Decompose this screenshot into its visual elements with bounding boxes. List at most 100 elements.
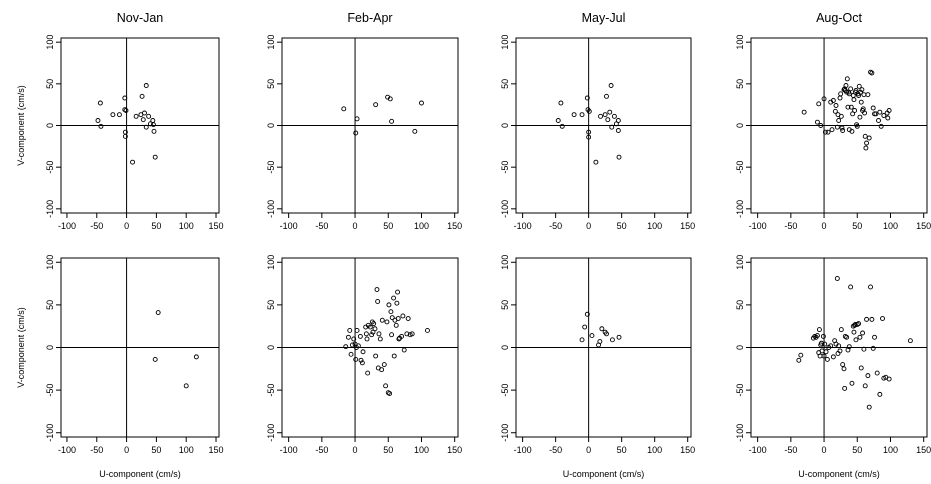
panel-title: Feb-Apr bbox=[347, 11, 392, 25]
x-tick-label: 50 bbox=[617, 221, 627, 231]
y-tick-label: -100 bbox=[266, 424, 276, 442]
data-point bbox=[874, 370, 880, 376]
x-tick-label: 150 bbox=[447, 445, 462, 455]
data-point bbox=[832, 108, 838, 114]
data-point bbox=[146, 113, 152, 119]
data-point bbox=[122, 95, 128, 101]
x-tick-label: -100 bbox=[514, 221, 532, 231]
data-point bbox=[347, 328, 353, 333]
x-tick-label: 150 bbox=[209, 445, 224, 455]
y-tick-label: -50 bbox=[500, 384, 510, 397]
data-point bbox=[801, 109, 807, 115]
data-point bbox=[848, 104, 854, 110]
data-point bbox=[852, 322, 858, 327]
data-point bbox=[864, 140, 870, 146]
data-point bbox=[816, 327, 822, 333]
data-point bbox=[345, 334, 351, 340]
data-point bbox=[862, 133, 868, 139]
y-tick-label: 100 bbox=[266, 255, 276, 270]
x-tick-label: 150 bbox=[447, 221, 462, 231]
data-point bbox=[860, 106, 866, 112]
scatter-panel-3: -100 -50 0 50 100 150 100 50 0 -50 -100 May-Jul bbox=[500, 11, 695, 231]
data-point bbox=[387, 96, 393, 102]
data-point bbox=[604, 331, 609, 337]
x-tick-label: 0 bbox=[822, 221, 827, 231]
data-point bbox=[401, 347, 407, 353]
y-tick-label: 0 bbox=[45, 123, 55, 128]
data-point bbox=[858, 99, 864, 105]
data-point bbox=[386, 302, 392, 308]
data-point bbox=[849, 380, 855, 386]
y-tick-label: -100 bbox=[735, 200, 745, 218]
data-point bbox=[868, 284, 873, 290]
scatter-panel-8: -100 -50 0 50 100 150 100 50 0 -50 -100 U-component… bbox=[735, 255, 931, 479]
data-point bbox=[555, 118, 561, 123]
data-point bbox=[364, 336, 370, 342]
x-tick-label: 100 bbox=[179, 221, 194, 231]
y-tick-label: 50 bbox=[266, 79, 276, 89]
data-point bbox=[586, 129, 592, 135]
data-point bbox=[615, 128, 621, 133]
data-point bbox=[844, 76, 850, 82]
data-point bbox=[858, 89, 864, 95]
data-point bbox=[597, 339, 603, 344]
data-point bbox=[365, 370, 371, 376]
y-tick-label: 100 bbox=[45, 35, 55, 50]
data-point bbox=[582, 324, 588, 330]
data-point bbox=[859, 87, 865, 93]
data-point bbox=[391, 295, 397, 301]
data-point bbox=[155, 310, 161, 316]
x-tick-label: 150 bbox=[680, 445, 695, 455]
data-point bbox=[379, 317, 385, 323]
data-point bbox=[586, 108, 592, 114]
data-point bbox=[822, 129, 828, 135]
x-tick-label: -100 bbox=[749, 221, 767, 231]
x-tick-label: 0 bbox=[586, 445, 591, 455]
y-tick-label: -50 bbox=[266, 161, 276, 174]
data-point bbox=[844, 334, 850, 340]
data-point bbox=[862, 383, 868, 389]
x-tick-label: -50 bbox=[315, 221, 328, 231]
data-point bbox=[559, 123, 565, 129]
data-point bbox=[886, 108, 892, 113]
data-point bbox=[116, 112, 122, 118]
y-tick-label: -50 bbox=[45, 161, 55, 174]
x-tick-label: -100 bbox=[58, 221, 76, 231]
data-point bbox=[866, 135, 872, 141]
data-point bbox=[852, 322, 858, 328]
data-point bbox=[878, 123, 884, 129]
y-tick-label: 0 bbox=[735, 345, 745, 350]
data-point bbox=[372, 326, 378, 332]
x-tick-label: 100 bbox=[647, 445, 662, 455]
y-tick-label: -100 bbox=[266, 200, 276, 218]
data-point bbox=[848, 284, 854, 290]
data-point bbox=[341, 106, 347, 112]
x-tick-label: -50 bbox=[90, 445, 103, 455]
data-point bbox=[139, 93, 145, 99]
data-point bbox=[152, 154, 158, 160]
data-point bbox=[616, 154, 622, 160]
data-point bbox=[839, 125, 845, 131]
data-point bbox=[851, 329, 857, 335]
data-point bbox=[861, 346, 867, 352]
data-point bbox=[841, 366, 847, 372]
x-tick-label: -100 bbox=[280, 221, 298, 231]
data-point bbox=[853, 337, 859, 343]
data-point bbox=[857, 334, 863, 340]
data-point bbox=[348, 351, 354, 357]
scatter-panel-4: -100 -50 0 50 100 150 100 50 0 -50 -100 Aug-Oct bbox=[735, 11, 931, 231]
data-point bbox=[98, 123, 104, 129]
data-point bbox=[877, 109, 883, 115]
data-point bbox=[865, 92, 871, 98]
data-point bbox=[183, 383, 189, 389]
data-point bbox=[605, 117, 611, 123]
data-point bbox=[374, 287, 380, 292]
x-tick-label: 100 bbox=[414, 445, 429, 455]
data-point bbox=[579, 337, 585, 343]
x-tick-label: 50 bbox=[383, 445, 393, 455]
x-tick-label: 0 bbox=[586, 221, 591, 231]
x-tick-label: -50 bbox=[784, 445, 797, 455]
data-point bbox=[395, 316, 401, 321]
data-point bbox=[819, 348, 825, 354]
panel-title: Nov-Jan bbox=[117, 11, 164, 25]
